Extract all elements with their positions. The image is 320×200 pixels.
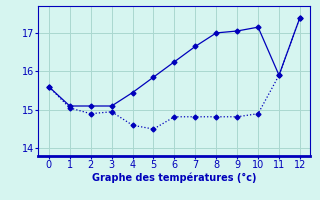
X-axis label: Graphe des températures (°c): Graphe des températures (°c) — [92, 173, 257, 183]
